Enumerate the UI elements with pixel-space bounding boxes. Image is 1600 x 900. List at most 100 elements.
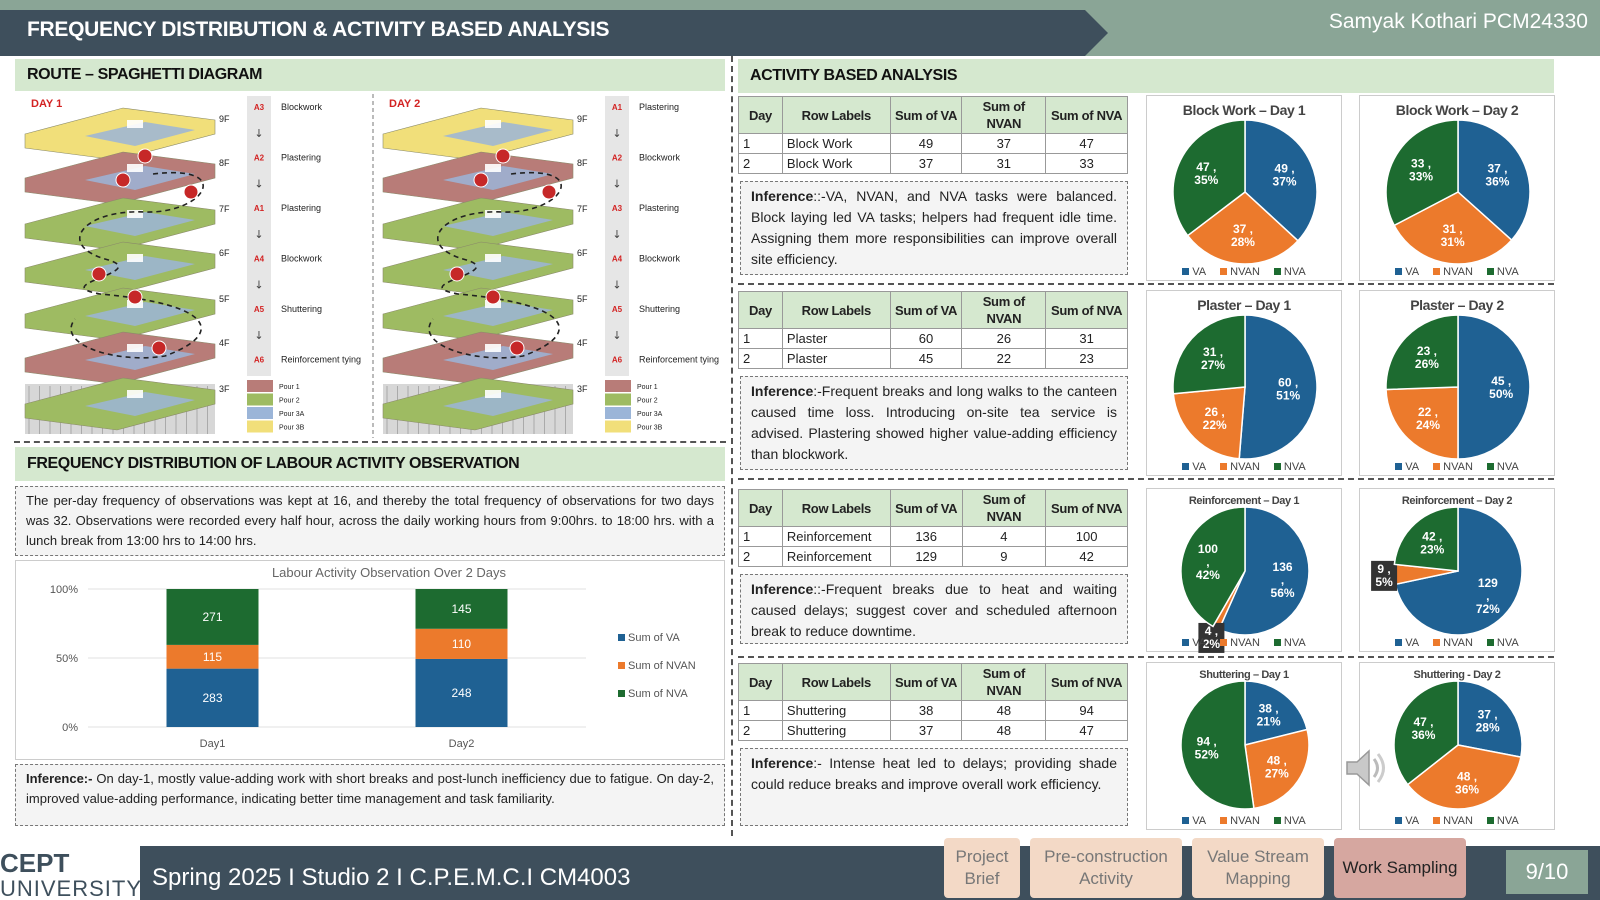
floor-label: 3F (219, 384, 230, 394)
aba-table: Day Row Labels Sum of VA Sum of NVAN Sum of … (738, 291, 1128, 369)
right-divider-3 (738, 656, 1554, 658)
route-pin (151, 340, 167, 356)
table-cell: Shuttering (781, 700, 891, 721)
sequence-code: A2 (254, 154, 265, 163)
sequence-arrow: ↓ (612, 279, 621, 292)
legend-swatch (247, 420, 273, 433)
nav-value-stream[interactable]: Value Stream Mapping (1192, 838, 1324, 898)
sequence-arrow: ↓ (254, 178, 263, 191)
table-header: Sum of NVA (1045, 663, 1128, 701)
pie-title: Reinforcement – Day 1 (1188, 495, 1300, 507)
route-pin (509, 340, 525, 356)
pie-legend-item: NVAN (1433, 266, 1473, 278)
table-header: Sum of NVAN (961, 663, 1047, 701)
table-cell: 94 (1045, 700, 1128, 721)
pie-slice (1457, 119, 1531, 242)
floor-opening (127, 344, 143, 352)
legend-swatch (618, 662, 625, 669)
logo-line-2: UNIVERSITY (0, 876, 143, 900)
route-pin (137, 148, 153, 164)
legend-swatch (1182, 268, 1190, 275)
floor-opening (485, 344, 501, 352)
x-tick-label: Day1 (200, 738, 226, 750)
route-pin (473, 172, 489, 188)
floor-label: 9F (219, 114, 230, 124)
inference-text: On day-1, mostly value-adding work with … (26, 771, 714, 806)
table-cell: 33 (1045, 153, 1128, 174)
legend-label: VA (1405, 266, 1420, 278)
table-header: Sum of VA (889, 291, 963, 329)
pie-data-label: 33 , 33% (1409, 157, 1433, 184)
pie-legend: VA NVAN NVA (1360, 815, 1554, 827)
bar-data-label: 248 (451, 686, 471, 700)
bar-data-label: 145 (451, 602, 471, 616)
floor-opening (485, 390, 501, 398)
table-cell: 49 (889, 133, 963, 154)
legend-label: NVAN (1443, 815, 1473, 827)
legend-swatch (1395, 817, 1403, 824)
floor-opening (485, 210, 501, 218)
speaker-icon[interactable] (1343, 745, 1389, 791)
pie-slice (1406, 744, 1522, 810)
sequence-activity: Plastering (639, 203, 679, 213)
sequence-arrow: ↓ (612, 127, 621, 140)
pie-data-label: 37 , 28% (1476, 708, 1500, 735)
sequence-code: A6 (254, 356, 265, 365)
pie-svg: 129, 72% 9 , 5% 42 , 23% (1371, 506, 1523, 636)
legend-label: Sum of NVA (628, 688, 688, 700)
bar-data-label: 271 (202, 610, 222, 624)
table-row: 2 Shuttering 37 48 47 (738, 720, 1128, 741)
pie-data-label: 47 , 35% (1194, 160, 1218, 187)
bar-data-label: 115 (203, 650, 222, 664)
spaghetti-diagram: 9F 8F 7F 6F 5F 4F 3F DAY 1 A3 Blockwork ↓ A2 Plaster… (15, 94, 727, 438)
pie-data-label: 37 , 28% (1231, 222, 1255, 249)
pie-slice (1238, 314, 1318, 460)
pie-legend-item: VA (1182, 637, 1206, 649)
spaghetti-svg: 9F 8F 7F 6F 5F 4F 3F DAY 1 A3 Blockwork ↓ A2 Plaster… (24, 94, 719, 438)
floor-zone (443, 122, 553, 146)
legend-swatch (1220, 639, 1228, 646)
pie-title: Reinforcement – Day 2 (1401, 495, 1513, 507)
floor-label: 3F (577, 384, 588, 394)
footer-bar (0, 846, 1600, 900)
table-header: Day (738, 489, 783, 527)
legend-label: VA (1405, 815, 1420, 827)
floor-zone (443, 256, 553, 280)
legend-swatch (1220, 268, 1228, 275)
legend-swatch (1433, 639, 1441, 646)
pie-legend-item: NVA (1273, 637, 1306, 649)
bar-data-label: 110 (452, 637, 471, 651)
pie-legend: VA NVAN NVA (1360, 461, 1554, 473)
pie-title: Block Work – Day 1 (1182, 102, 1306, 118)
legend-label: NVAN (1443, 266, 1473, 278)
page-number: 9/10 (1506, 850, 1588, 894)
pie-label-box (1198, 622, 1225, 653)
pie-legend-item: NVA (1486, 815, 1519, 827)
aba-inference: Inference:- Intense heat led to delays; … (740, 748, 1128, 826)
floor-zone (443, 346, 553, 370)
pie-legend-item: NVA (1273, 815, 1306, 827)
pie-slice (1244, 119, 1318, 242)
pie-data-label: 37 , 36% (1485, 161, 1509, 188)
aba-inference: Inference::-Frequent breaks due to heat … (740, 574, 1128, 644)
nav-work-sampling[interactable]: Work Sampling (1334, 838, 1466, 898)
pie-data-label: 94 , 52% (1195, 735, 1219, 762)
legend-label: NVAN (1230, 266, 1260, 278)
pie-legend-item: VA (1395, 266, 1419, 278)
table-header: Sum of NVA (1045, 291, 1128, 329)
floor-opening (485, 164, 501, 172)
pie-legend: VA NVAN NVA (1360, 637, 1554, 649)
pie-data-label: 129, 72% (1476, 576, 1500, 616)
nav-project-brief[interactable]: Project Brief (944, 838, 1020, 898)
legend-label: Pour 1 (279, 384, 300, 391)
nav-preconstruction[interactable]: Pre-construction Activity (1030, 838, 1182, 898)
legend-swatch (1433, 463, 1441, 470)
legend-swatch (247, 407, 273, 419)
table-cell: 22 (961, 348, 1047, 369)
pie-chart-panel: Reinforcement – Day 2 129, 72% 9 , 5% 42 , 23%… (1359, 488, 1555, 652)
legend-label: Pour 3B (637, 425, 663, 432)
bar-segment (166, 644, 259, 669)
floor-zone (443, 302, 553, 326)
table-cell: 38 (889, 700, 963, 721)
pie-data-label: 9 , 5% (1375, 562, 1393, 589)
